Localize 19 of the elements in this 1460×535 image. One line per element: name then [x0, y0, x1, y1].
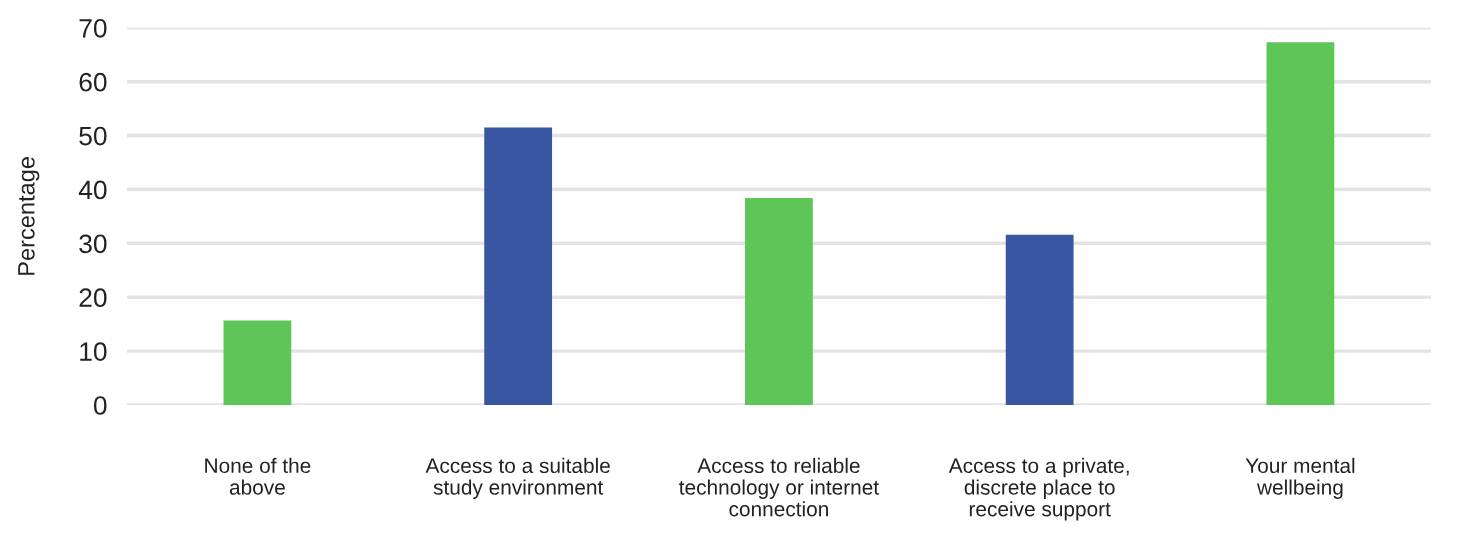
- y-tick-label: 60: [79, 72, 107, 92]
- y-tick-label: 40: [78, 180, 107, 200]
- x-tick-label: Access to reliable technology or internet connection: [679, 457, 879, 517]
- bar: [223, 320, 292, 405]
- y-tick-label: 70: [79, 18, 107, 38]
- y-tick-label: 10: [80, 342, 107, 361]
- bar: [1005, 234, 1074, 405]
- bar: [745, 198, 813, 405]
- y-tick-label: 30: [79, 234, 107, 254]
- x-tick-label: None of the above: [205, 457, 311, 495]
- bar: [484, 127, 553, 405]
- y-tick-label: 0: [93, 396, 107, 415]
- y-tick-label: 50: [79, 126, 107, 146]
- y-tick-label: 20: [79, 288, 107, 308]
- x-tick-label: Access to a private, discrete place to receive support: [948, 457, 1129, 521]
- y-axis-title: Percentage: [18, 157, 40, 275]
- bar: [1266, 42, 1335, 405]
- x-tick-label: Access to a suitable study environment: [425, 457, 610, 499]
- x-tick-label: Your mental wellbeing: [1245, 457, 1355, 499]
